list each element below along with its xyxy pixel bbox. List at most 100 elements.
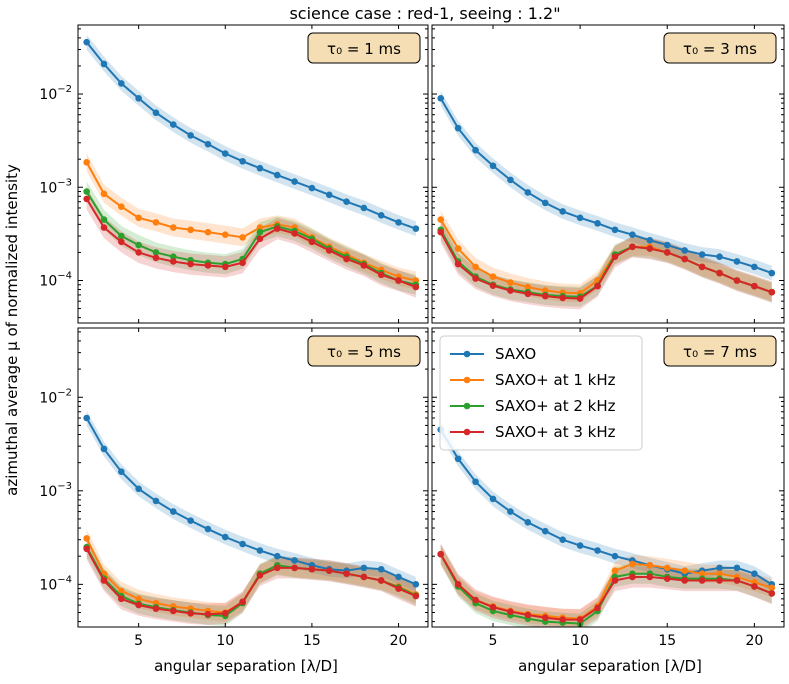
data-point (594, 547, 601, 554)
tau-label-box (307, 32, 421, 64)
data-point (83, 545, 90, 553)
data-point (152, 109, 160, 117)
plot-area (437, 422, 776, 627)
data-point (187, 260, 194, 268)
data-point (768, 584, 776, 592)
y-tick-exponent: −4 (57, 574, 72, 585)
data-point (472, 478, 479, 486)
y-axis-label: azimuthal average μ of normalized intens… (3, 164, 21, 496)
data-point (629, 231, 636, 238)
data-point (360, 204, 368, 212)
data-point (83, 38, 90, 46)
data-point (733, 258, 741, 265)
panel-bottom-right: 5 10 15 20 τ₀ = 7 ms SAXO SAXO+ at 1 kHz SAXO+ … (431, 327, 785, 649)
x-axis-label-right: angular separation [λ/D] (518, 657, 702, 675)
data-point (118, 587, 125, 595)
tau-label-box (663, 335, 777, 367)
data-point (472, 146, 479, 154)
data-point (681, 577, 688, 584)
plot-area (437, 90, 776, 310)
data-point (576, 295, 584, 302)
data-point (325, 247, 333, 254)
data-point (239, 598, 246, 606)
x-tick-label: 20 (745, 633, 763, 649)
data-point (751, 583, 758, 590)
data-point (395, 277, 402, 284)
data-point (118, 203, 125, 210)
x-tick-label: 15 (658, 633, 676, 649)
tau-label: τ₀ = 3 ms (683, 40, 757, 58)
data-point (768, 288, 776, 296)
data-point (733, 277, 741, 284)
legend-label: SAXO+ at 1 kHz (495, 371, 616, 389)
data-point (308, 565, 316, 573)
panels: 10−410−310−2τ₀ = 1 ms τ₀ = 3 ms5 10 15 2010−… (39, 24, 785, 649)
confidence-band-4 (440, 221, 772, 310)
data-point (716, 570, 723, 577)
confidence-band-4 (440, 543, 772, 627)
data-point (507, 176, 514, 184)
data-point (489, 273, 497, 280)
data-point (187, 132, 194, 139)
data-point (100, 216, 108, 223)
data-point (273, 171, 281, 179)
data-point (395, 573, 402, 581)
data-point (221, 231, 229, 238)
data-point (83, 414, 90, 422)
confidence-band-1 (440, 90, 772, 281)
data-point (507, 508, 514, 515)
data-point (170, 253, 177, 260)
confidence-band-2 (440, 545, 772, 627)
data-point (454, 581, 462, 588)
data-point (221, 533, 229, 541)
y-tick-exponent: −3 (57, 481, 72, 492)
data-point (472, 596, 479, 604)
legend-label: SAXO+ at 2 kHz (495, 397, 616, 415)
data-point (377, 565, 385, 573)
data-point (256, 228, 264, 236)
data-point (170, 121, 177, 128)
data-point (256, 571, 264, 579)
data-point (360, 573, 368, 581)
tau-label: τ₀ = 1 ms (327, 40, 401, 58)
data-point (751, 282, 758, 290)
data-point (239, 259, 246, 267)
data-point (170, 258, 177, 265)
data-point (594, 282, 601, 290)
tau-label: τ₀ = 7 ms (683, 343, 757, 361)
y-tick-exponent: −2 (57, 84, 72, 95)
data-point (524, 611, 532, 619)
data-point (204, 140, 212, 148)
data-point (377, 271, 385, 279)
data-point (489, 495, 497, 503)
y-tick-label: 10−4 (39, 270, 72, 289)
data-point (507, 287, 514, 294)
tau-label-box (307, 335, 421, 367)
panel-frame (431, 327, 785, 628)
data-point (100, 577, 108, 584)
data-point (733, 577, 741, 584)
data-point (256, 224, 264, 231)
data-point (437, 94, 445, 102)
data-point (437, 216, 445, 223)
data-point (594, 220, 601, 227)
data-point (681, 567, 688, 574)
data-point (576, 542, 584, 549)
y-tick-exponent: −2 (57, 387, 72, 398)
data-point (611, 552, 619, 560)
data-point (412, 283, 420, 291)
y-tick-label: 10−3 (39, 481, 72, 500)
data-point (239, 234, 246, 241)
confidence-band-3 (86, 537, 416, 626)
data-point (170, 508, 177, 515)
data-point (541, 527, 549, 535)
y-tick-label: 10−3 (39, 177, 72, 196)
data-point (239, 540, 246, 548)
data-point (629, 573, 636, 581)
data-point (395, 219, 402, 226)
data-point (291, 564, 298, 572)
data-point (118, 238, 125, 246)
data-point (204, 228, 212, 236)
x-axis-label-left: angular separation [λ/D] (154, 657, 338, 675)
